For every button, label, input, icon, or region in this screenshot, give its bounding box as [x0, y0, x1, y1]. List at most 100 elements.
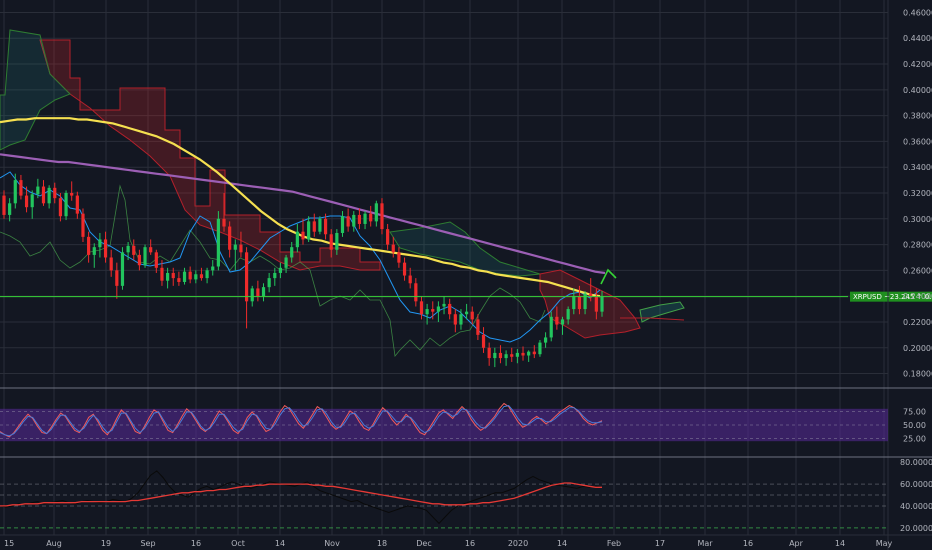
candle-body — [13, 180, 17, 204]
candle — [498, 345, 503, 364]
candle — [171, 267, 175, 286]
candle-body — [442, 303, 446, 307]
candle — [408, 267, 412, 289]
candle — [160, 260, 164, 286]
candle-body — [256, 288, 260, 297]
time-tick-label: 14 — [835, 539, 845, 548]
candle-body — [70, 193, 74, 196]
moving-average-purple — [0, 153, 606, 275]
candle — [594, 288, 598, 320]
time-tick-label: 19 — [101, 539, 111, 548]
time-tick-label: 17 — [655, 539, 665, 548]
candle-body — [24, 195, 29, 208]
candle-body — [527, 351, 531, 356]
candle — [222, 193, 226, 232]
candle — [188, 266, 192, 284]
candle-body — [267, 278, 271, 288]
candle — [374, 200, 378, 227]
candle — [301, 218, 305, 245]
candle-body — [589, 293, 593, 297]
price-tag-background — [850, 291, 932, 302]
candle-body — [357, 214, 362, 224]
candle — [64, 190, 68, 221]
candle — [436, 301, 440, 322]
up-arrow-icon — [600, 268, 617, 285]
candle — [228, 221, 232, 258]
moving-average-yellow — [0, 117, 601, 298]
candle-body — [436, 306, 440, 312]
candle-body — [323, 218, 328, 235]
candle — [2, 190, 6, 219]
candle-body — [476, 319, 480, 335]
candle — [329, 229, 333, 258]
candle — [205, 267, 209, 284]
candle — [295, 223, 299, 253]
cloud-green-region-3 — [639, 301, 685, 323]
candle — [504, 350, 508, 366]
candle-body — [295, 231, 299, 248]
time-tick-label: Nov — [324, 539, 340, 548]
candle-body — [352, 214, 356, 227]
time-tick-label: Sep — [140, 539, 155, 548]
candle-body — [583, 293, 587, 310]
candle — [363, 211, 367, 230]
candle — [577, 285, 582, 315]
candle — [549, 311, 553, 342]
candle-body — [64, 193, 68, 217]
candle-body — [453, 314, 457, 325]
candle-body — [8, 203, 12, 215]
time-axis: 15 Aug 19 Sep 16 Oct 14 Nov 18 Dec 16 2020 14 Feb 17 Ma… — [4, 539, 893, 548]
candle — [459, 309, 463, 330]
candle-body — [340, 216, 345, 233]
candle — [126, 242, 130, 261]
candle-body — [346, 216, 350, 227]
candle — [58, 193, 63, 222]
candle — [24, 186, 29, 213]
stoch-rsi-axis: 75.00 50.00 25.00 — [903, 408, 926, 444]
candle-body — [290, 247, 294, 258]
candle — [543, 332, 548, 348]
candle-body — [211, 266, 215, 271]
candle-body — [329, 234, 333, 250]
price-tick-label: 0.18000 — [903, 370, 932, 379]
candle-body — [386, 229, 390, 245]
candle — [166, 267, 170, 289]
candle — [481, 327, 486, 353]
candle-body — [228, 226, 232, 250]
candle-body — [194, 274, 198, 280]
candle-body — [222, 218, 226, 227]
candle-body — [470, 311, 474, 320]
candle-body — [538, 342, 542, 355]
time-tick-label: May — [876, 539, 893, 548]
candle-body — [205, 270, 209, 279]
candle — [589, 278, 593, 302]
candle — [244, 247, 249, 329]
candle-body — [103, 239, 108, 258]
stoch-rsi-d-line — [0, 405, 603, 437]
candle — [194, 270, 198, 284]
candle-body — [216, 218, 220, 267]
time-tick-label: Apr — [789, 539, 804, 548]
candle — [380, 198, 384, 235]
candle — [555, 306, 559, 330]
candle-body — [560, 319, 565, 325]
candle — [137, 249, 141, 271]
candle — [521, 346, 525, 361]
candle — [13, 173, 17, 209]
candle-body — [318, 218, 322, 232]
candle-body — [459, 314, 463, 325]
candle-body — [199, 274, 204, 279]
candle — [600, 291, 604, 317]
candle-body — [132, 245, 136, 255]
cloud-red-region — [39, 39, 381, 271]
candle-body — [261, 287, 266, 297]
candle — [431, 301, 435, 320]
cloud-red-tail — [620, 317, 685, 321]
candle — [510, 347, 514, 362]
candle-body — [448, 303, 452, 315]
candle — [583, 291, 587, 315]
price-tag-label: XRPUSD ~23.245 ↑ 0.23962 — [853, 293, 932, 301]
